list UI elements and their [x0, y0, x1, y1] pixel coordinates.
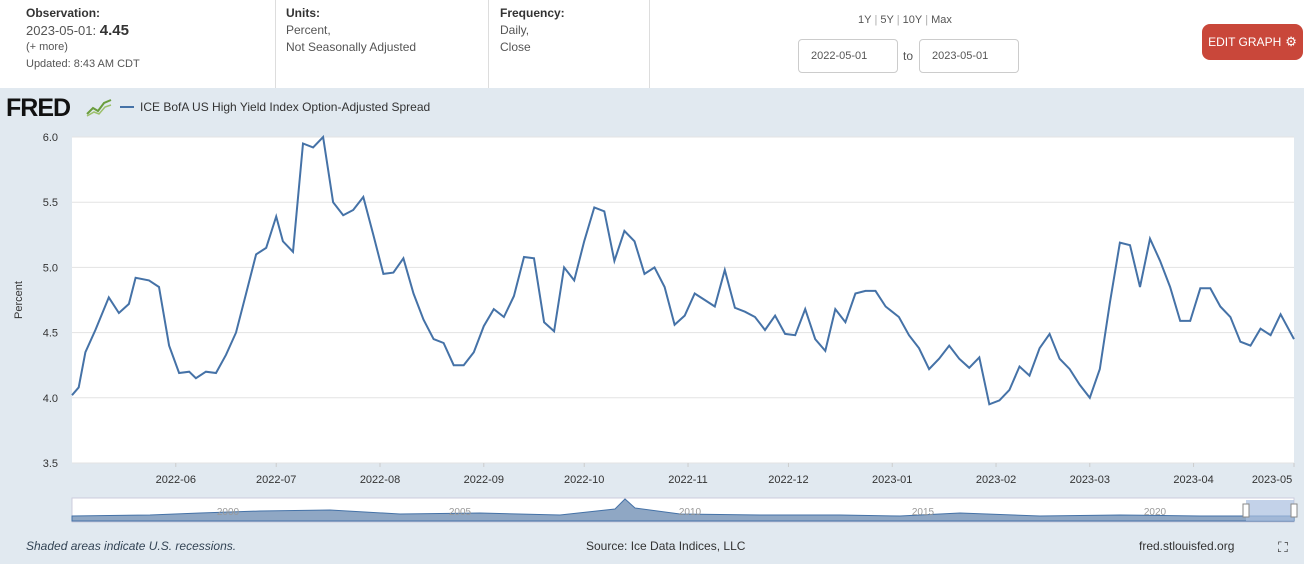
site-link[interactable]: fred.stlouisfed.org [1139, 539, 1235, 553]
navigator-window[interactable] [1246, 500, 1294, 521]
navigator-year-label: 2000 [217, 507, 240, 518]
frequency-line1: Daily, [500, 23, 530, 37]
navigator-year-label: 2010 [679, 507, 702, 518]
range-links: 1Y | 5Y | 10Y | Max [858, 14, 952, 26]
gear-icon: ⚙ [1285, 34, 1297, 49]
source-text: Source: Ice Data Indices, LLC [586, 539, 746, 553]
range-5y-link[interactable]: 5Y [880, 14, 894, 26]
x-tick-label: 2023-02 [976, 474, 1016, 486]
range-max-link[interactable]: Max [931, 14, 952, 26]
legend-swatch [120, 106, 134, 108]
frequency-line2: Close [500, 40, 531, 54]
recession-note: Shaded areas indicate U.S. recessions. [26, 539, 237, 553]
navigator-right-handle[interactable] [1290, 503, 1298, 518]
y-tick-label: 4.5 [43, 328, 58, 340]
frequency-panel: Frequency: Daily, Close [488, 0, 649, 88]
updated-text: Updated: 8:43 AM CDT [26, 58, 140, 70]
x-tick-label: 2023-01 [872, 474, 912, 486]
x-tick-label: 2022-08 [360, 474, 400, 486]
fred-logo[interactable]: FRED [6, 94, 71, 122]
units-label: Units: [286, 6, 320, 20]
units-panel: Units: Percent, Not Seasonally Adjusted [275, 0, 487, 88]
observation-number: 4.45 [99, 22, 129, 39]
start-date-input[interactable] [798, 39, 898, 73]
x-tick-label: 2022-10 [564, 474, 604, 486]
metadata-bar: Observation: 2023-05-01: 4.45 (+ more) U… [0, 0, 1304, 88]
x-tick-label: 2023-05 [1252, 474, 1292, 486]
units-line1: Percent, [286, 23, 331, 37]
frequency-label: Frequency: [500, 6, 565, 20]
observation-value: 2023-05-01: 4.45 [26, 22, 274, 39]
end-date-input[interactable] [919, 39, 1019, 73]
x-tick-label: 2022-07 [256, 474, 296, 486]
x-tick-label: 2022-06 [156, 474, 196, 486]
chart-area[interactable]: 3.5 4.0 4.5 5.0 5.5 6.0 2022-06 2022-07 2022-08… [0, 118, 1304, 528]
observation-panel: Observation: 2023-05-01: 4.45 (+ more) U… [26, 0, 274, 88]
x-tick-label: 2023-03 [1070, 474, 1110, 486]
y-tick-label: 3.5 [43, 458, 58, 470]
range-navigator[interactable]: 2000 2005 2010 2015 2020 [71, 497, 1298, 523]
navigator-left-handle[interactable] [1242, 503, 1250, 518]
fullscreen-icon[interactable]: ⛶ [1278, 539, 1288, 555]
date-range-panel: 1Y|5Y|10Y|Max to [649, 0, 1199, 88]
fred-chart-icon [86, 99, 112, 117]
chart-legend: ICE BofA US High Yield Index Option-Adju… [120, 100, 430, 114]
navigator-year-label: 2020 [1144, 507, 1167, 518]
series-line [71, 134, 1295, 406]
units-line2: Not Seasonally Adjusted [286, 40, 417, 54]
legend-series-name: ICE BofA US High Yield Index Option-Adju… [140, 100, 431, 114]
x-tick-label: 2023-04 [1173, 474, 1213, 486]
x-tick-label: 2022-11 [668, 474, 708, 486]
to-label: to [903, 49, 914, 63]
observation-label: Observation: [26, 6, 101, 20]
more-link[interactable]: (+ more) [26, 41, 68, 53]
x-tick-label: 2022-09 [464, 474, 504, 486]
y-axis-label: Percent [13, 281, 25, 319]
y-tick-label: 5.0 [43, 262, 58, 274]
x-tick-label: 2022-12 [768, 474, 808, 486]
range-10y-link[interactable]: 10Y [902, 14, 923, 26]
range-1y-link[interactable]: 1Y [858, 14, 872, 26]
observation-date: 2023-05-01: [26, 23, 97, 38]
y-tick-label: 5.5 [43, 197, 58, 209]
plot-background [72, 137, 1294, 463]
y-tick-label: 6.0 [43, 132, 58, 144]
navigator-year-label: 2015 [912, 507, 935, 518]
edit-graph-label: EDIT GRAPH [1208, 35, 1282, 49]
y-tick-label: 4.0 [43, 393, 58, 405]
edit-graph-button[interactable]: EDIT GRAPH ⚙ [1202, 24, 1303, 60]
navigator-year-label: 2005 [449, 507, 472, 518]
